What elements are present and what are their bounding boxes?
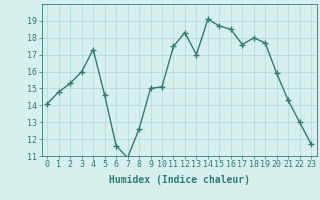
X-axis label: Humidex (Indice chaleur): Humidex (Indice chaleur) — [109, 175, 250, 185]
